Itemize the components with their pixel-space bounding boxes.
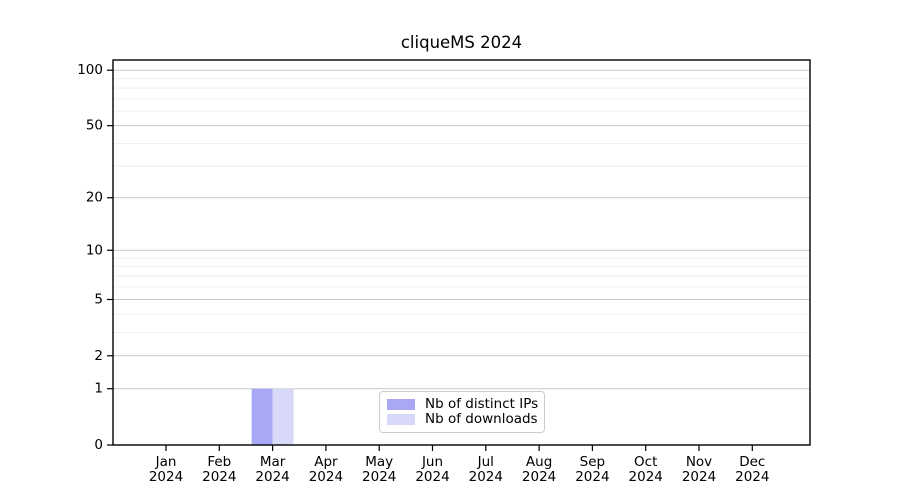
y-tick-label: 100 [77,62,103,78]
bar-distinct-ips-mar-2024 [251,388,273,445]
legend-swatch-downloads-icon [387,414,415,425]
x-tick-label-month: Sep [580,454,605,470]
y-tick-label: 0 [94,437,103,453]
x-tick-label-year: 2024 [575,469,609,485]
legend-label-downloads: Nb of downloads [425,411,538,427]
legend-label-distinct-ips: Nb of distinct IPs [425,396,539,412]
x-tick-label-month: Feb [207,454,231,470]
x-tick-label-month: Dec [739,454,765,470]
legend-swatch-distinct-ips-icon [387,399,415,410]
x-tick-label-month: Mar [260,454,286,470]
axes-frame [112,59,811,446]
x-tick-label-year: 2024 [629,469,663,485]
y-tick-label: 2 [94,348,103,364]
x-tick-label-year: 2024 [415,469,449,485]
y-tick-label: 50 [86,118,103,134]
x-tick-label-month: Oct [634,454,657,470]
legend-item: Nb of distinct IPs [387,396,539,412]
chart-title: cliqueMS 2024 [400,33,523,52]
y-tick-label: 20 [86,190,103,206]
y-tick-label: 5 [94,291,103,307]
x-tick-label-year: 2024 [682,469,716,485]
x-tick-label-month: Jun [421,454,443,470]
x-tick-label-year: 2024 [202,469,236,485]
x-tick-label-year: 2024 [469,469,503,485]
x-tick-label-year: 2024 [735,469,769,485]
legend-item: Nb of downloads [387,411,538,427]
x-tick-label-year: 2024 [255,469,289,485]
legend: Nb of distinct IPs Nb of downloads [379,391,545,433]
x-tick-label-year: 2024 [149,469,183,485]
bar-downloads-mar-2024 [272,388,294,445]
y-tick-label: 1 [94,381,103,397]
x-tick-label-year: 2024 [309,469,343,485]
x-tick-label-month: May [365,454,393,470]
x-tick-label-month: Apr [314,454,338,470]
x-tick-label-month: Jan [155,454,177,470]
x-tick-label-month: Aug [526,454,552,470]
y-tick-label: 10 [86,242,103,258]
x-tick-label-month: Jul [477,454,494,470]
x-tick-label-year: 2024 [522,469,556,485]
x-tick-label-month: Nov [686,454,712,470]
x-tick-label-year: 2024 [362,469,396,485]
